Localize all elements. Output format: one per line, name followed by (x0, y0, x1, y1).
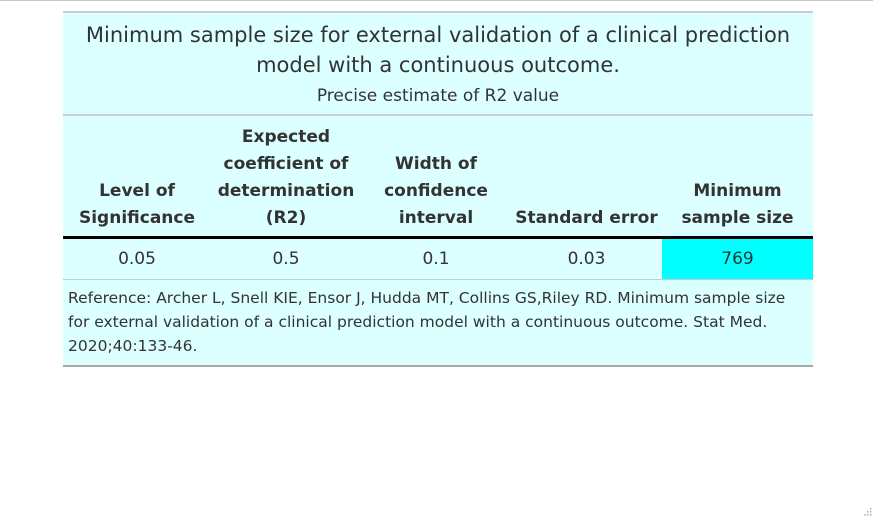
table-reference: Reference: Archer L, Snell KIE, Ensor J,… (63, 279, 813, 367)
resize-grip-icon[interactable] (861, 505, 873, 517)
cell-width-ci: 0.1 (422, 249, 450, 269)
header-width-ci: Width of confidence interval (384, 154, 488, 228)
header-standard-error: Standard error (515, 208, 658, 228)
cell-level-of-significance: 0.05 (118, 249, 156, 269)
table-subtitle: Precise estimate of R2 value (316, 86, 560, 106)
table-header-row: Level of Significance Expected coefficie… (63, 116, 813, 239)
cell-expected-r2: 0.5 (272, 249, 300, 269)
header-expected-r2: Expected coefficient of determination (R… (217, 127, 355, 228)
header-minimum-sample-size: Minimum sample size (681, 181, 794, 228)
window-top-border (0, 0, 873, 1)
header-level-of-significance: Level of Significance (78, 181, 196, 228)
table-title: Minimum sample size for external validat… (85, 23, 791, 77)
cell-minimum-sample-size: 769 (662, 239, 813, 279)
cell-standard-error: 0.03 (567, 249, 606, 269)
title-divider (63, 114, 813, 116)
results-table: Minimum sample size for external validat… (63, 11, 813, 367)
table-row: 0.05 0.5 0.1 0.03 769 (63, 239, 813, 279)
